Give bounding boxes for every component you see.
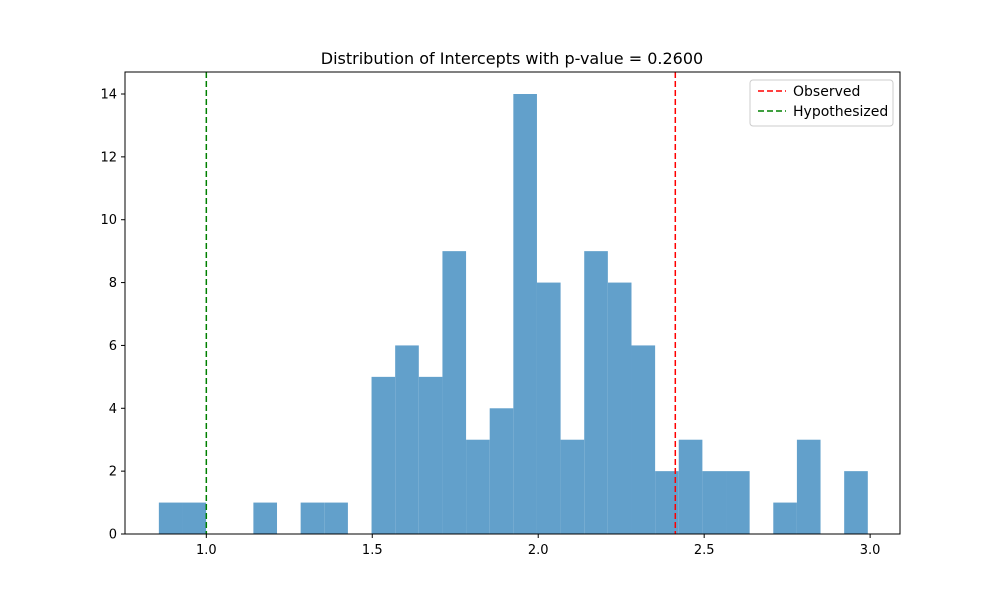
histogram-bar xyxy=(726,471,750,534)
y-tick-label: 12 xyxy=(100,150,117,165)
bars-group xyxy=(158,94,868,534)
histogram-bar xyxy=(773,502,797,534)
y-tick-label: 8 xyxy=(109,276,117,291)
histogram-bar xyxy=(513,94,537,534)
histogram-bar xyxy=(253,502,278,534)
y-tick-label: 0 xyxy=(109,528,117,543)
y-tick-label: 4 xyxy=(109,402,117,417)
y-tick-label: 2 xyxy=(109,465,117,480)
histogram-bar xyxy=(607,282,632,534)
plot-area-frame xyxy=(124,71,901,535)
histogram-bar xyxy=(418,376,443,534)
histogram-bar xyxy=(182,502,207,534)
histogram-bar xyxy=(442,251,467,534)
histogram-bar xyxy=(158,502,183,534)
legend-hypothesized-label: Hypothesized xyxy=(793,104,888,120)
x-tick-label: 1.5 xyxy=(362,543,383,558)
x-tick-label: 2.5 xyxy=(694,543,715,558)
x-tick-label: 2.0 xyxy=(528,543,549,558)
histogram-bar xyxy=(300,502,325,534)
histogram-bar xyxy=(466,439,490,534)
histogram-bar xyxy=(655,471,679,534)
histogram-bar xyxy=(560,439,585,534)
histogram-bar xyxy=(395,345,419,534)
x-tick-label: 3.0 xyxy=(860,543,881,558)
histogram-bar xyxy=(324,502,348,534)
y-tick-label: 14 xyxy=(100,88,117,103)
y-tick-label: 10 xyxy=(100,213,117,228)
histogram-bar xyxy=(584,251,608,534)
chart-title: Distribution of Intercepts with p-value … xyxy=(321,49,703,68)
x-axis-ticks: 1.0 1.5 2.0 2.5 3.0 xyxy=(196,534,880,558)
histogram-bar xyxy=(844,471,868,534)
y-axis-ticks: 0 2 4 6 8 10 12 14 xyxy=(100,88,125,543)
histogram-bar xyxy=(678,439,703,534)
histogram-bar xyxy=(702,471,727,534)
y-tick-label: 6 xyxy=(109,339,117,354)
histogram-bar xyxy=(489,408,514,534)
histogram-bar xyxy=(796,439,821,534)
histogram-bar xyxy=(536,282,561,534)
legend: Observed Hypothesized xyxy=(749,79,894,127)
x-tick-label: 1.0 xyxy=(196,543,217,558)
reference-lines-group xyxy=(205,72,677,534)
histogram-bar xyxy=(371,376,396,534)
histogram-bar xyxy=(631,345,656,534)
legend-observed-label: Observed xyxy=(793,84,860,100)
